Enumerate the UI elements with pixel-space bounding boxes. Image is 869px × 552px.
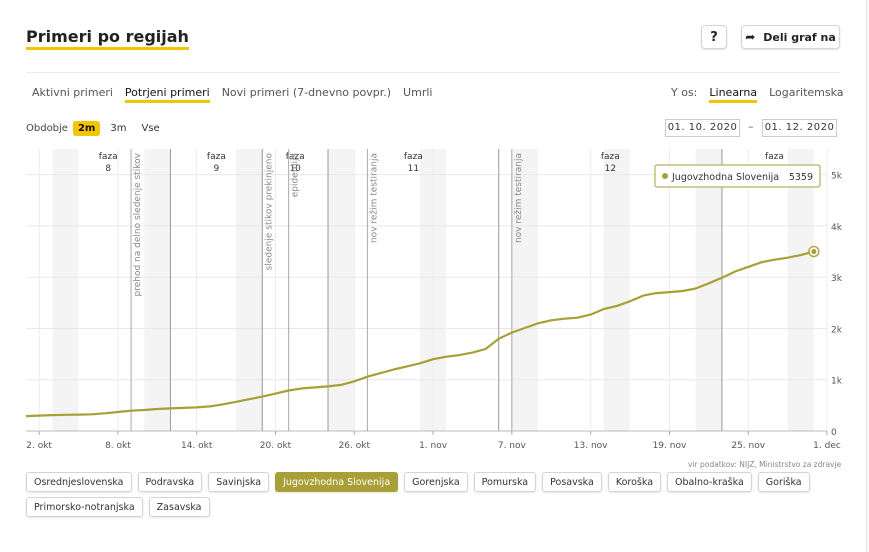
weekend-band-7: [695, 149, 722, 431]
date-range-separator: –: [748, 120, 754, 133]
date-to-input[interactable]: 01. 12. 2020: [762, 119, 837, 137]
weekend-band-2: [236, 149, 263, 431]
phase-label-4: faza: [601, 152, 620, 162]
region-posavska[interactable]: Posavska: [542, 472, 602, 492]
region-osrednjeslovenska[interactable]: Osrednjeslovenska: [26, 472, 132, 492]
y-axis-option-linearna[interactable]: Linearna: [709, 86, 758, 103]
weekend-band-5: [511, 149, 539, 431]
series-line-0: [25, 250, 815, 418]
y-tick-label-1: 1k: [831, 377, 843, 387]
weekend-band-1: [144, 149, 171, 431]
region-gorenjska[interactable]: Gorenjska: [404, 472, 468, 492]
x-tick-label-8: 19. nov: [653, 441, 687, 451]
source-note: vir podatkov: NIJZ, Ministrstvo za zdrav…: [688, 460, 842, 469]
tooltip-swatch: [662, 173, 668, 179]
date-from-input[interactable]: 01. 10. 2020: [665, 119, 740, 137]
phase-number-0: 8: [105, 164, 111, 174]
period-selector: Obdobje 2m 3m Vse: [26, 121, 165, 136]
phase-number-1: 9: [214, 164, 220, 174]
x-tick-label-10: 1. dec: [813, 441, 841, 451]
period-option-3m[interactable]: 3m: [110, 123, 127, 134]
tooltip-value: 5359: [789, 172, 813, 183]
x-tick-label-0: 2. okt: [26, 441, 52, 451]
weekend-band-8: [787, 149, 814, 431]
x-tick-label-1: 8. okt: [105, 441, 131, 451]
x-tick-label-4: 26. okt: [339, 441, 371, 451]
x-tick-label-2: 14. okt: [181, 441, 213, 451]
tab-novi-primeri[interactable]: Novi primeri (7-dnevno povpr.): [221, 86, 392, 99]
phase-number-2: 10: [289, 164, 301, 174]
region-obalno-kraska[interactable]: Obalno-kraška: [667, 472, 752, 492]
x-tick-label-5: 1. nov: [419, 441, 448, 451]
cases-line-chart[interactable]: 0 1k 2k 3k 4k 5k 2. okt 8. okt 14. okt 20. okt 26.…: [0, 145, 866, 467]
help-button[interactable]: ?: [701, 25, 727, 49]
share-button-label: Deli graf na: [763, 30, 836, 44]
event-label-1: sledenje stikov prekinjeno: [264, 153, 274, 271]
share-button[interactable]: ➦ Deli graf na: [741, 25, 840, 49]
region-podravska[interactable]: Podravska: [137, 472, 203, 492]
event-label-0: prehod na delno sledenje stikov: [133, 152, 143, 296]
y-tick-label-4: 4k: [831, 223, 843, 233]
event-label-4: nov režim testiranja: [514, 153, 524, 243]
y-tick-label-0: 0: [831, 428, 837, 438]
share-arrow-icon: ➦: [745, 30, 756, 44]
region-goriska[interactable]: Goriška: [757, 472, 810, 492]
phase-label-1: faza: [207, 152, 226, 162]
weekend-band-0: [52, 149, 79, 431]
period-option-vse[interactable]: Vse: [141, 123, 160, 134]
y-tick-label-5: 5k: [831, 172, 843, 182]
region-selector: Osrednjeslovenska Podravska Savinjska Ju…: [26, 472, 836, 517]
tooltip-box: [654, 164, 821, 188]
tooltip-series-name: Jugovzhodna Slovenija: [671, 172, 779, 183]
event-label-2: epidemija: [291, 153, 301, 197]
phase-label-0: faza: [99, 152, 118, 162]
region-jugovzhodna-slovenija[interactable]: Jugovzhodna Slovenija: [275, 472, 399, 492]
phase-label-2: faza: [286, 152, 305, 162]
y-axis-option-logaritemska[interactable]: Logaritemska: [769, 86, 844, 99]
phase-label-5: faza: [765, 152, 784, 162]
period-option-2m[interactable]: 2m: [72, 121, 101, 136]
phase-number-3: 11: [408, 164, 419, 174]
y-axis-selector-label: Y os:: [671, 86, 698, 99]
tab-potrjeni-primeri[interactable]: Potrjeni primeri: [124, 86, 210, 103]
event-label-3: nov režim testiranja: [369, 153, 379, 243]
region-savinjska[interactable]: Savinjska: [208, 472, 270, 492]
x-tick-label-6: 7. nov: [498, 441, 527, 451]
region-koroska[interactable]: Koroška: [607, 472, 662, 492]
region-primorsko-notranjska[interactable]: Primorsko-notranjska: [26, 497, 143, 517]
phase-label-3: faza: [404, 152, 423, 162]
region-zasavska[interactable]: Zasavska: [148, 497, 210, 517]
page-title: Primeri po regijah: [26, 27, 189, 50]
x-tick-label-7: 13. nov: [574, 441, 608, 451]
y-axis-selector: Y os: Linearna Logaritemska: [671, 86, 844, 103]
tab-aktivni-primeri[interactable]: Aktivni primeri: [32, 86, 113, 99]
metric-tabs: Aktivni primeri Potrjeni primeri Novi pr…: [32, 86, 432, 103]
series-endpoint-dot-0: [811, 249, 817, 255]
tab-umrli[interactable]: Umrli: [403, 86, 433, 99]
y-tick-label-3: 3k: [831, 274, 843, 284]
x-tick-label-9: 25. nov: [731, 441, 765, 451]
weekend-band-3: [328, 149, 355, 431]
x-tick-label-3: 20. okt: [260, 441, 292, 451]
phase-number-4: 12: [605, 164, 616, 174]
weekend-band-6: [603, 149, 631, 431]
region-pomurska[interactable]: Pomurska: [473, 472, 537, 492]
y-tick-label-2: 2k: [831, 325, 843, 335]
period-label: Obdobje: [26, 123, 68, 134]
header-divider: [26, 72, 840, 73]
